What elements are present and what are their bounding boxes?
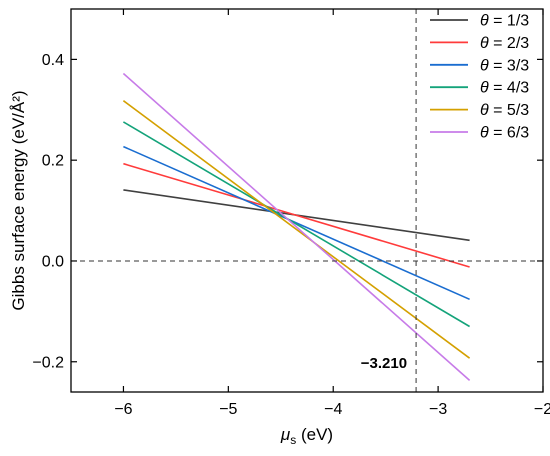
series-line-6	[122, 72, 471, 381]
series-line-3	[123, 145, 470, 301]
y-tick-label: 0.2	[42, 153, 64, 170]
x-tick-label: −2	[534, 401, 550, 418]
legend-label-2: θ = 2/3	[480, 35, 529, 52]
x-tick-label: −5	[219, 401, 237, 418]
legend-label-5: θ = 5/3	[480, 102, 529, 119]
y-tick-label: 0.0	[42, 253, 64, 270]
y-tick-label: −0.2	[32, 354, 64, 371]
x-axis-subscript: s	[290, 433, 296, 447]
x-axis-symbol: μ	[280, 425, 291, 444]
x-axis-title: μs (eV)	[280, 425, 333, 447]
x-tick-label: −6	[114, 401, 132, 418]
series-line-2	[123, 162, 470, 268]
series-line-5	[122, 100, 471, 359]
axis-ticks: −6 −5 −4 −3 −2 −0.2 0.0 0.2 0.4	[32, 9, 550, 418]
series-lines	[122, 72, 471, 381]
annotation-label: −3.210	[361, 355, 407, 372]
legend: θ = 1/3 θ = 2/3 θ = 3/3 θ = 4/3 θ = 5/3 θ = 6…	[430, 13, 529, 142]
reference-lines	[71, 9, 543, 392]
legend-label-6: θ = 6/3	[480, 125, 529, 142]
x-tick-label: −3	[429, 401, 447, 418]
legend-label-3: θ = 3/3	[480, 57, 529, 74]
legend-label-4: θ = 4/3	[480, 80, 529, 97]
x-axis-unit: (eV)	[296, 425, 333, 444]
y-axis-title: Gibbs surface energy (eV/Å²)	[9, 90, 28, 310]
series-line-4	[122, 121, 471, 328]
y-tick-label: 0.4	[42, 52, 64, 69]
plot-frame	[70, 8, 544, 393]
legend-label-1: θ = 1/3	[480, 13, 529, 30]
x-tick-label: −4	[324, 401, 342, 418]
